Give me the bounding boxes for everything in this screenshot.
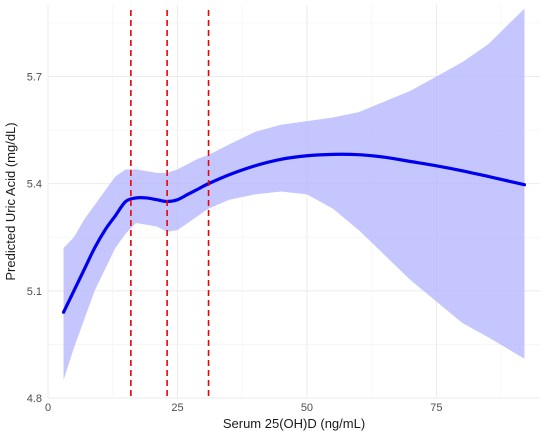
series-line-layer bbox=[61, 152, 527, 314]
x-axis-ticks: 0 25 50 75 bbox=[45, 402, 443, 414]
y-tick-label: 5.7 bbox=[27, 71, 42, 83]
y-axis-title: Predicted Uric Acid (mg/dL) bbox=[3, 122, 18, 280]
x-tick-label: 0 bbox=[45, 402, 51, 414]
x-tick-label: 25 bbox=[171, 402, 183, 414]
confidence-band bbox=[63, 8, 525, 381]
y-tick-label: 5.4 bbox=[27, 179, 42, 191]
series-line bbox=[61, 152, 527, 314]
y-axis-ticks: 4.8 5.1 5.4 5.7 bbox=[27, 71, 42, 405]
x-axis-title: Serum 25(OH)D (ng/mL) bbox=[223, 416, 365, 431]
confidence-band-area bbox=[63, 8, 525, 381]
x-tick-label: 75 bbox=[430, 402, 442, 414]
y-tick-label: 4.8 bbox=[27, 393, 42, 405]
x-tick-label: 50 bbox=[301, 402, 313, 414]
reference-lines bbox=[130, 10, 210, 398]
y-tick-label: 5.1 bbox=[27, 286, 42, 298]
